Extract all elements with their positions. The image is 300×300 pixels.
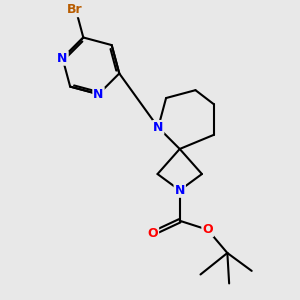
Text: Br: Br [67, 3, 83, 16]
Text: N: N [93, 88, 104, 101]
Text: N: N [175, 184, 185, 197]
Text: N: N [153, 121, 164, 134]
Text: N: N [57, 52, 68, 65]
Text: O: O [202, 223, 213, 236]
Text: O: O [148, 227, 158, 240]
